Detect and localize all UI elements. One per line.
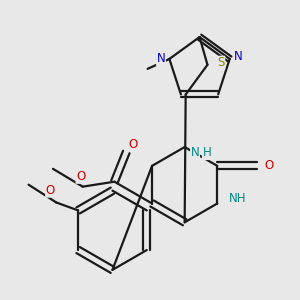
Text: O: O [46,184,55,197]
Text: H: H [202,146,211,160]
Text: S: S [218,56,225,69]
Text: O: O [265,159,274,172]
Text: O: O [128,138,137,151]
Text: O: O [76,170,86,183]
Text: NH: NH [229,192,247,205]
Text: N: N [157,52,165,65]
Text: N: N [234,50,242,64]
Text: N: N [190,146,200,160]
